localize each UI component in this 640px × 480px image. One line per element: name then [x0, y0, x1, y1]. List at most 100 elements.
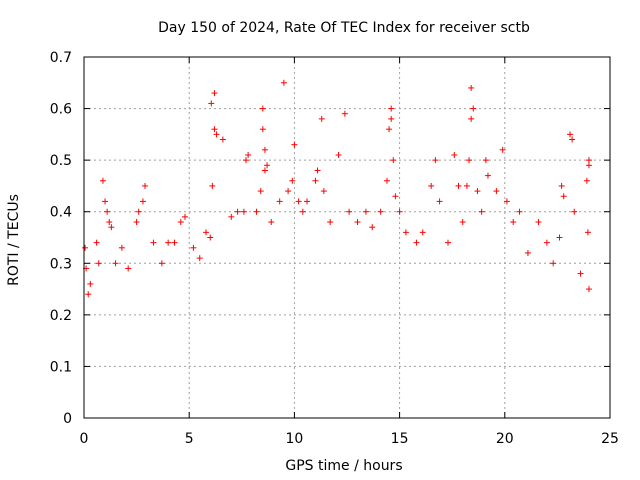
data-point	[118, 244, 125, 251]
data-point	[388, 115, 395, 122]
y-tick-label: 0.1	[50, 359, 72, 375]
data-point	[468, 84, 475, 91]
axes: 0 5 10 15 20 25 0 0.1 0.2 0.3 0.4 0.5 0.6 0.7	[50, 50, 619, 447]
data-point	[455, 182, 462, 189]
data-point	[295, 198, 302, 205]
data-point	[320, 188, 327, 195]
data-point	[499, 146, 506, 153]
data-point	[257, 188, 264, 195]
y-tick-label: 0.2	[50, 308, 72, 324]
data-point	[87, 280, 94, 287]
x-tick-label: 15	[391, 431, 409, 447]
data-point	[291, 141, 298, 148]
data-point	[95, 260, 102, 267]
data-point	[459, 219, 466, 226]
data-point	[228, 213, 235, 220]
data-point	[259, 105, 266, 112]
data-point	[318, 115, 325, 122]
data-point	[463, 182, 470, 189]
data-point	[451, 151, 458, 158]
data-point	[432, 157, 439, 164]
data-point	[558, 182, 565, 189]
data-point	[577, 270, 584, 277]
data-point	[470, 105, 477, 112]
y-tick-label: 0.4	[50, 205, 72, 221]
data-point	[524, 249, 531, 256]
data-point	[585, 157, 592, 164]
y-tick-label: 0.7	[50, 50, 72, 66]
data-point	[383, 177, 390, 184]
data-point	[150, 239, 157, 246]
data-point	[556, 234, 563, 241]
data-point	[419, 229, 426, 236]
data-point	[158, 260, 165, 267]
data-point	[99, 177, 106, 184]
data-point	[171, 239, 178, 246]
data-point	[211, 126, 218, 133]
data-point	[259, 126, 266, 133]
data-point	[268, 219, 275, 226]
data-point	[196, 255, 203, 262]
data-point	[106, 219, 113, 226]
data-point	[211, 90, 218, 97]
data-point	[240, 208, 247, 215]
data-point	[535, 219, 542, 226]
data-point	[102, 198, 109, 205]
data-point	[209, 182, 216, 189]
data-point	[219, 136, 226, 143]
y-tick-label: 0.3	[50, 256, 72, 272]
data-point	[285, 188, 292, 195]
data-point	[299, 208, 306, 215]
data-point	[478, 208, 485, 215]
data-point	[234, 208, 241, 215]
data-point	[85, 291, 92, 298]
data-point	[550, 260, 557, 267]
grid	[84, 57, 610, 418]
data-point	[392, 193, 399, 200]
data-point	[264, 162, 271, 169]
data-point	[253, 208, 260, 215]
data-point	[583, 177, 590, 184]
plot-frame	[83, 56, 611, 419]
data-point	[142, 182, 149, 189]
data-point	[369, 224, 376, 231]
y-axis-title: ROTI / TECUs	[6, 194, 22, 286]
data-point	[560, 193, 567, 200]
data-point	[571, 208, 578, 215]
data-point	[104, 208, 111, 215]
data-point	[125, 265, 132, 272]
data-point	[181, 213, 188, 220]
data-point	[362, 208, 369, 215]
data-point	[346, 208, 353, 215]
data-point	[444, 239, 451, 246]
data-point	[280, 79, 287, 86]
data-point	[402, 229, 409, 236]
data-point	[484, 172, 491, 179]
data-point	[276, 198, 283, 205]
data-point	[569, 136, 576, 143]
data-point	[428, 182, 435, 189]
data-point	[177, 219, 184, 226]
x-axis-title: GPS time / hours	[285, 458, 402, 474]
data-point	[413, 239, 420, 246]
data-point	[261, 146, 268, 153]
data-point	[567, 131, 574, 138]
data-point	[436, 198, 443, 205]
data-point	[543, 239, 550, 246]
data-point	[503, 198, 510, 205]
data-point	[474, 188, 481, 195]
data-point	[135, 208, 142, 215]
data-point	[203, 229, 210, 236]
y-tick-label: 0.6	[50, 102, 72, 118]
data-point	[93, 239, 100, 246]
data-point	[304, 198, 311, 205]
x-tick-label: 20	[496, 431, 514, 447]
data-point	[388, 105, 395, 112]
y-tick-label: 0	[63, 411, 72, 427]
data-point	[396, 208, 403, 215]
data-points	[82, 79, 592, 298]
data-point	[207, 234, 214, 241]
y-tick-label: 0.5	[50, 153, 72, 169]
data-point	[312, 177, 319, 184]
